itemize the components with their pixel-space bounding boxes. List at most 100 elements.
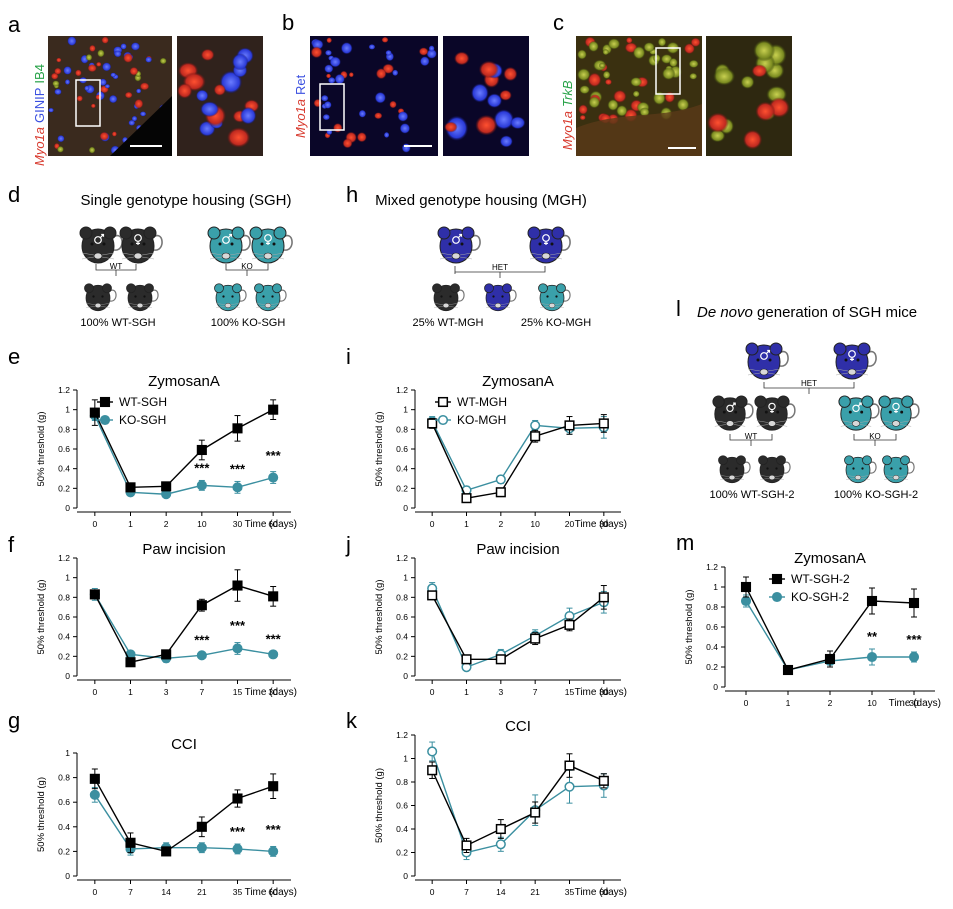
series-line — [94, 584, 274, 664]
y-tick-label: 0.8 — [58, 773, 70, 783]
cell — [57, 134, 65, 143]
y-tick-label: 1.2 — [706, 562, 718, 572]
series-line — [94, 794, 274, 853]
y-tick-label: 1 — [403, 754, 408, 764]
panel-label-i: i — [346, 344, 351, 369]
legend-marker — [437, 396, 449, 408]
panel-l-title-rest: generation of SGH mice — [753, 304, 917, 321]
panel-d-ko-label: KO — [241, 262, 253, 271]
data-point — [161, 481, 172, 492]
y-tick-label: 0 — [403, 871, 408, 881]
data-point — [89, 407, 100, 418]
cell — [356, 132, 367, 143]
micrograph-a — [48, 36, 172, 156]
chart-title: CCI — [171, 736, 197, 753]
significance-label: *** — [194, 632, 210, 647]
panel-label-f: f — [8, 532, 15, 557]
x-tick-label: 30 — [599, 519, 609, 529]
cell — [689, 72, 698, 80]
mouse-icon — [79, 226, 123, 264]
x-tick-label: 60 — [599, 887, 609, 897]
cell — [130, 42, 141, 51]
panel-h-het-label: HET — [492, 263, 508, 272]
panel-l-ko-label: KO — [869, 432, 881, 441]
cell — [101, 36, 109, 44]
y-tick-label: 0 — [713, 682, 718, 692]
series-line — [94, 594, 274, 660]
y-tick-label: 1.2 — [58, 553, 70, 563]
significance-label: *** — [266, 448, 282, 463]
inset-box — [319, 83, 345, 131]
cell — [120, 43, 127, 50]
data-point — [89, 773, 100, 784]
cell — [195, 89, 209, 102]
data-point — [495, 839, 506, 850]
mouse-icon — [119, 226, 163, 264]
cell — [124, 91, 133, 99]
chart-j: Paw incision 0 0.2 0.4 0.6 0.8 1 1.2 0 1 3 7 15 30Tim… — [374, 541, 627, 698]
y-tick-label: 1.2 — [396, 730, 408, 740]
x-tick-label: 10 — [197, 519, 207, 529]
panel-d-wt-label: WT — [110, 262, 123, 271]
cell — [90, 103, 96, 109]
y-tick-label: 0.4 — [58, 632, 70, 642]
x-tick-label: 0 — [92, 519, 97, 529]
significance-label: *** — [266, 631, 282, 646]
data-point — [268, 404, 279, 415]
cell — [332, 123, 343, 133]
cell — [652, 91, 666, 106]
cell — [374, 112, 383, 120]
data-point — [495, 823, 506, 835]
cell — [375, 68, 387, 80]
chart-f: Paw incision 0 0.2 0.4 0.6 0.8 1 1.2 0 1 3 7 15 30Tim… — [36, 541, 297, 698]
data-point — [196, 600, 207, 611]
y-tick-label: 0.2 — [58, 651, 70, 661]
panel-l-title: De novo generation of SGH mice — [697, 304, 917, 321]
legend-marker — [771, 573, 783, 585]
x-tick-label: 15 — [233, 687, 243, 697]
cell — [397, 111, 409, 122]
cell — [108, 94, 118, 104]
cell — [326, 37, 333, 44]
mouse-icon — [754, 395, 796, 431]
cell — [320, 94, 329, 102]
significance-label: ** — [867, 629, 878, 644]
y-axis-label: 50% threshold (g) — [36, 777, 47, 852]
panel-l-ko-bracket — [853, 434, 897, 446]
data-point — [196, 650, 207, 661]
data-point — [161, 649, 172, 660]
panel-label-c: c — [553, 10, 564, 35]
y-tick-label: 0.6 — [396, 801, 408, 811]
x-tick-label: 14 — [496, 887, 506, 897]
panel-l-title-italic: De novo — [697, 304, 753, 321]
cell — [327, 76, 336, 84]
series-line — [94, 409, 274, 489]
cell — [419, 56, 430, 67]
x-tick-label: 0 — [92, 687, 97, 697]
cell — [213, 83, 226, 96]
y-tick-label: 1.2 — [396, 553, 408, 563]
x-tick-label: 21 — [530, 887, 540, 897]
mouse-icon — [214, 283, 247, 312]
panel-l-mice — [712, 342, 920, 484]
cell — [401, 143, 411, 153]
y-tick-label: 0 — [65, 671, 70, 681]
cell — [478, 60, 499, 79]
x-tick-label: 10 — [530, 519, 540, 529]
cell — [418, 47, 429, 56]
x-tick-label: 7 — [464, 887, 469, 897]
x-tick-label: 10 — [867, 698, 877, 708]
x-tick-label: 35 — [565, 887, 575, 897]
cell — [639, 107, 650, 117]
cell — [381, 36, 389, 43]
panel-label-l: l — [676, 296, 681, 321]
cell — [129, 66, 139, 76]
cell — [85, 53, 93, 62]
mouse-icon — [844, 455, 877, 484]
micrograph-b-zoom — [443, 36, 529, 156]
mouse-icon — [254, 283, 287, 312]
mouse-icon — [882, 455, 915, 484]
mouse-icon — [538, 283, 571, 312]
data-point — [427, 765, 438, 776]
